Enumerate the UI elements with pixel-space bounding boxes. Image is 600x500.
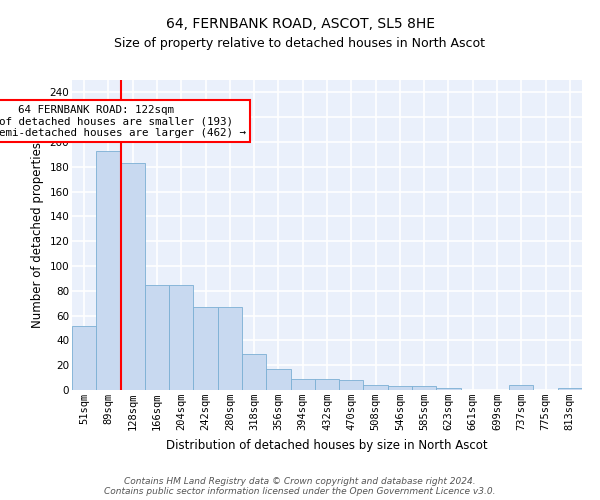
Text: Size of property relative to detached houses in North Ascot: Size of property relative to detached ho… bbox=[115, 38, 485, 51]
Bar bbox=[242, 354, 266, 390]
Text: 64, FERNBANK ROAD, ASCOT, SL5 8HE: 64, FERNBANK ROAD, ASCOT, SL5 8HE bbox=[166, 18, 434, 32]
Bar bbox=[509, 385, 533, 390]
Bar bbox=[169, 284, 193, 390]
Bar bbox=[412, 386, 436, 390]
Bar bbox=[266, 369, 290, 390]
Bar bbox=[121, 163, 145, 390]
Bar bbox=[436, 388, 461, 390]
Text: Contains HM Land Registry data © Crown copyright and database right 2024.
Contai: Contains HM Land Registry data © Crown c… bbox=[104, 476, 496, 496]
Bar bbox=[193, 307, 218, 390]
X-axis label: Distribution of detached houses by size in North Ascot: Distribution of detached houses by size … bbox=[166, 438, 488, 452]
Bar bbox=[388, 386, 412, 390]
Bar bbox=[72, 326, 96, 390]
Bar bbox=[290, 379, 315, 390]
Bar bbox=[96, 150, 121, 390]
Bar bbox=[218, 307, 242, 390]
Bar bbox=[145, 284, 169, 390]
Bar bbox=[315, 379, 339, 390]
Text: 64 FERNBANK ROAD: 122sqm
← 29% of detached houses are smaller (193)
70% of semi-: 64 FERNBANK ROAD: 122sqm ← 29% of detach… bbox=[0, 105, 246, 138]
Bar bbox=[558, 388, 582, 390]
Bar bbox=[339, 380, 364, 390]
Bar bbox=[364, 385, 388, 390]
Y-axis label: Number of detached properties: Number of detached properties bbox=[31, 142, 44, 328]
